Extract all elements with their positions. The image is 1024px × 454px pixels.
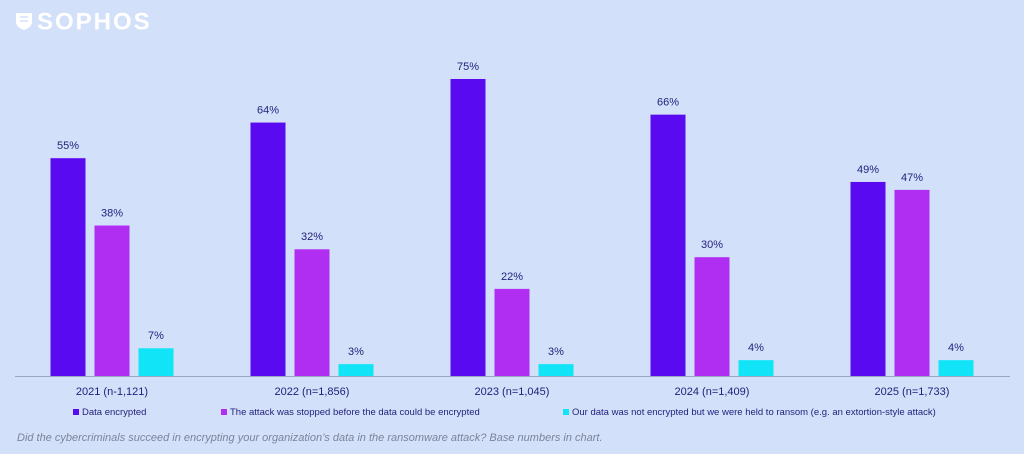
legend-swatch (73, 409, 79, 415)
value-label: 75% (457, 61, 479, 73)
value-label: 3% (348, 346, 364, 358)
value-label: 30% (701, 239, 723, 251)
legend-swatch (221, 409, 227, 415)
bar (938, 360, 974, 376)
bar (94, 225, 130, 376)
value-label: 49% (857, 164, 879, 176)
value-label: 47% (901, 172, 923, 184)
x-tick-label: 2021 (n-1,121) (76, 386, 148, 398)
bar (738, 360, 774, 376)
bar (50, 158, 86, 376)
bar (894, 189, 930, 376)
bar (650, 114, 686, 376)
value-label: 3% (548, 346, 564, 358)
value-label: 38% (101, 207, 123, 219)
logo-mark (20, 16, 28, 22)
legend-label: The attack was stopped before the data c… (230, 407, 480, 418)
value-label: 4% (748, 342, 764, 354)
bar (538, 364, 574, 376)
x-tick-label: 2023 (n=1,045) (475, 386, 550, 398)
x-tick-label: 2024 (n=1,409) (675, 386, 750, 398)
value-label: 7% (148, 330, 164, 342)
value-label: 22% (501, 271, 523, 283)
value-label: 55% (57, 140, 79, 152)
x-tick-label: 2025 (n=1,733) (875, 386, 950, 398)
legend-label: Data encrypted (82, 407, 146, 418)
value-label: 64% (257, 104, 279, 116)
bar (450, 79, 486, 376)
value-label: 32% (301, 231, 323, 243)
bar (250, 122, 286, 376)
bar (138, 348, 174, 376)
value-label: 4% (948, 342, 964, 354)
logo: SOPHOS (37, 8, 152, 35)
footnote: Did the cybercriminals succeed in encryp… (17, 432, 603, 444)
bar (694, 257, 730, 376)
x-tick-label: 2022 (n=1,856) (275, 386, 350, 398)
value-label: 66% (657, 97, 679, 109)
bar (338, 364, 374, 376)
legend-label: Our data was not encrypted but we were h… (572, 407, 936, 418)
bar (494, 288, 530, 376)
bar (850, 181, 886, 376)
bar (294, 249, 330, 376)
legend-swatch (563, 409, 569, 415)
